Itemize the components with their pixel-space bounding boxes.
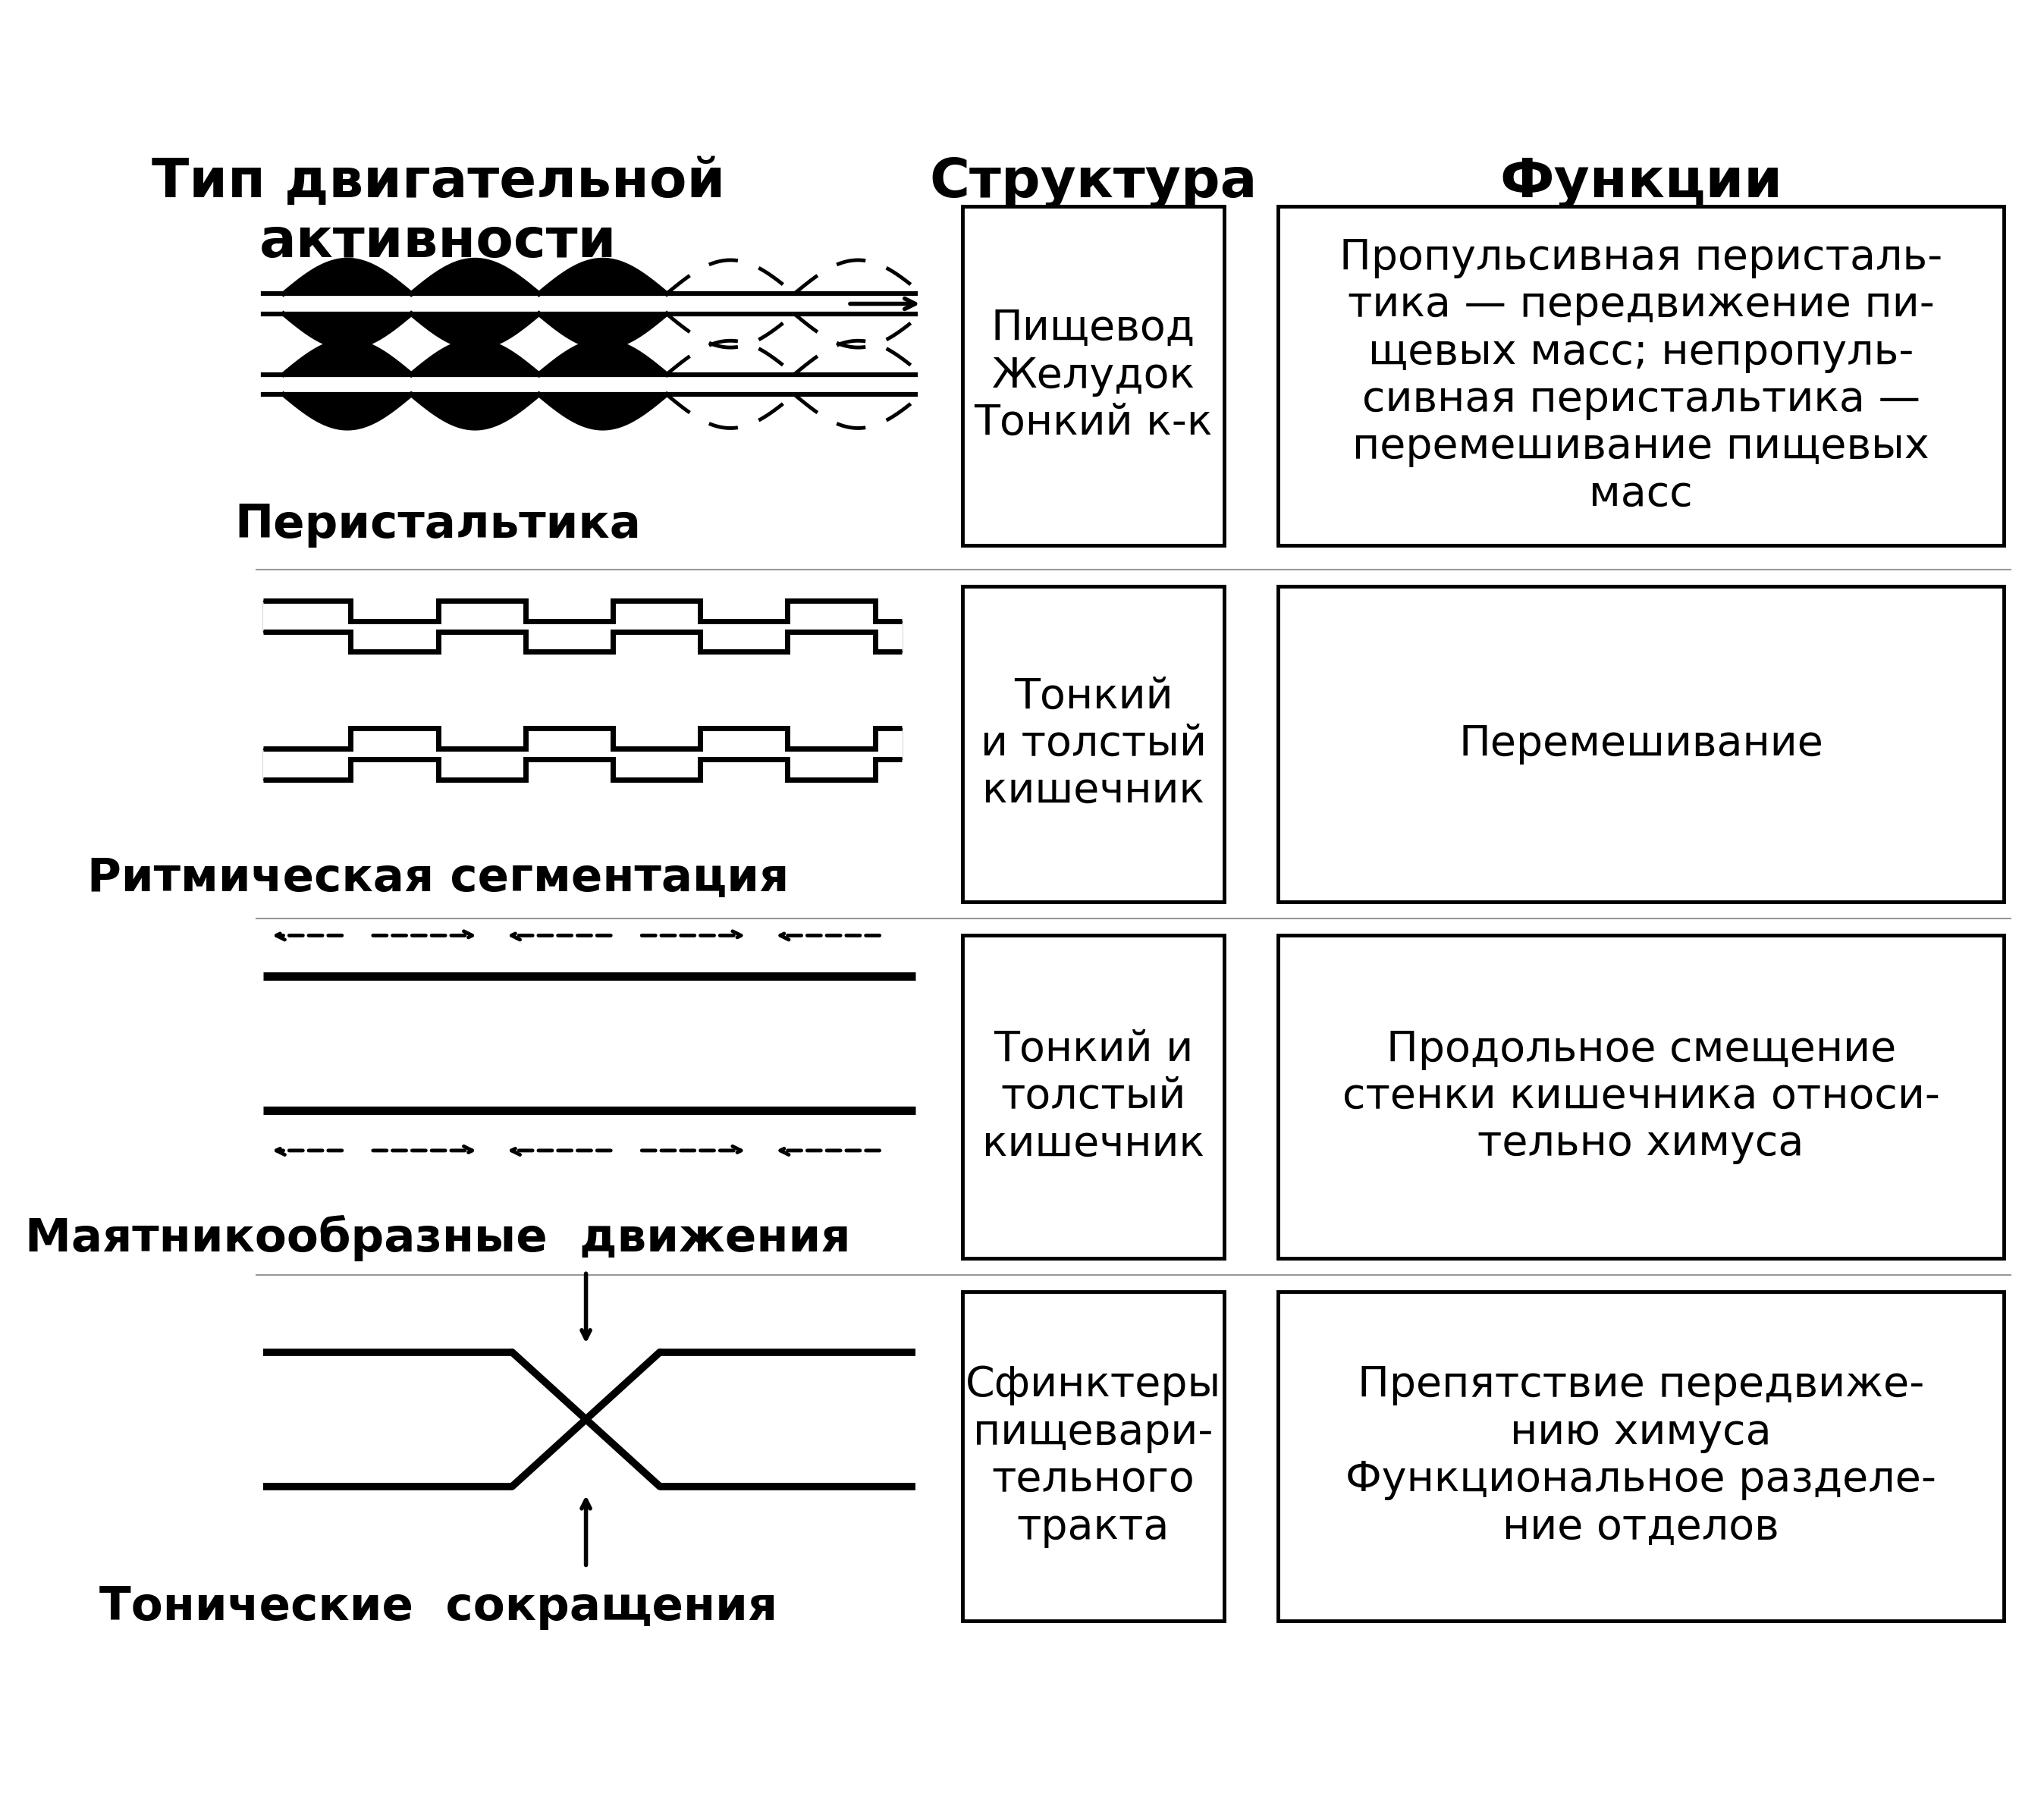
Text: Пропульсивная перисталь-
тика — передвижение пи-
щевых масс; непропуль-
сивная п: Пропульсивная перисталь- тика — передвиж… — [1339, 237, 1942, 515]
Bar — [963, 1291, 1224, 1621]
Bar — [963, 206, 1224, 545]
Text: Продольное смещение
стенки кишечника относи-
тельно химуса: Продольное смещение стенки кишечника отн… — [1343, 1029, 1940, 1165]
Text: Функции: Функции — [1500, 156, 1782, 208]
Text: Структура: Структура — [930, 156, 1257, 208]
Text: Тонкий и
толстый
кишечник: Тонкий и толстый кишечник — [983, 1029, 1204, 1165]
Text: Перистальтика: Перистальтика — [235, 504, 642, 549]
Bar — [1278, 206, 2003, 545]
Text: Сфинктеры
пищевари-
тельного
тракта: Сфинктеры пищевари- тельного тракта — [965, 1364, 1220, 1547]
Text: Тип двигательной
активности: Тип двигательной активности — [151, 156, 726, 269]
Bar — [1278, 586, 2003, 902]
Bar — [1278, 936, 2003, 1259]
Text: Тонические  сокращения: Тонические сокращения — [98, 1585, 777, 1630]
Text: Препятствие передвиже-
нию химуса
Функциональное разделе-
ние отделов: Препятствие передвиже- нию химуса Функци… — [1345, 1364, 1936, 1547]
Text: Ритмическая сегментация: Ритмическая сегментация — [88, 855, 789, 900]
Text: Пищевод
Желудок
Тонкий к-к: Пищевод Желудок Тонкий к-к — [975, 308, 1212, 445]
Text: Перемешивание: Перемешивание — [1459, 723, 1823, 764]
Bar — [963, 586, 1224, 902]
Bar — [1278, 1291, 2003, 1621]
Text: Маятникообразные  движения: Маятникообразные движения — [25, 1214, 850, 1260]
Text: Тонкий
и толстый
кишечник: Тонкий и толстый кишечник — [981, 676, 1206, 812]
Bar — [963, 936, 1224, 1259]
